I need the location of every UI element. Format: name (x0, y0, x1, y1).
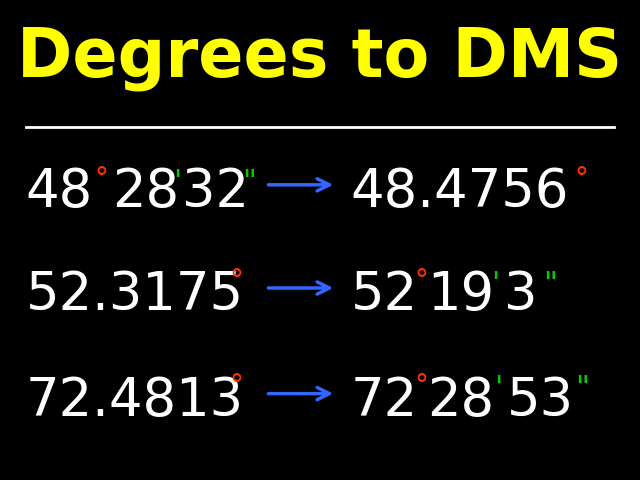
Text: ': ' (492, 270, 500, 299)
Text: 53: 53 (507, 375, 574, 427)
Text: °: ° (575, 165, 589, 192)
Text: 3: 3 (504, 269, 538, 321)
Text: ": " (242, 168, 256, 197)
Text: 28: 28 (428, 375, 495, 427)
Text: °: ° (229, 267, 243, 295)
Text: °: ° (415, 372, 429, 400)
Text: ': ' (494, 374, 502, 403)
Text: 28: 28 (112, 166, 179, 218)
Text: 19: 19 (428, 269, 495, 321)
Text: 32: 32 (182, 166, 250, 218)
Text: °: ° (95, 165, 109, 192)
Text: 48.4756: 48.4756 (351, 166, 569, 218)
Text: 52.3175: 52.3175 (26, 269, 244, 321)
Text: 48: 48 (26, 166, 93, 218)
Text: Degrees to DMS: Degrees to DMS (17, 24, 623, 91)
Text: 72: 72 (351, 375, 418, 427)
Text: ': ' (173, 168, 181, 197)
Text: 52: 52 (351, 269, 418, 321)
Text: °: ° (229, 372, 243, 400)
Text: ": " (575, 374, 589, 403)
Text: °: ° (415, 267, 429, 295)
Text: 72.4813: 72.4813 (26, 375, 244, 427)
Text: ": " (543, 270, 557, 299)
